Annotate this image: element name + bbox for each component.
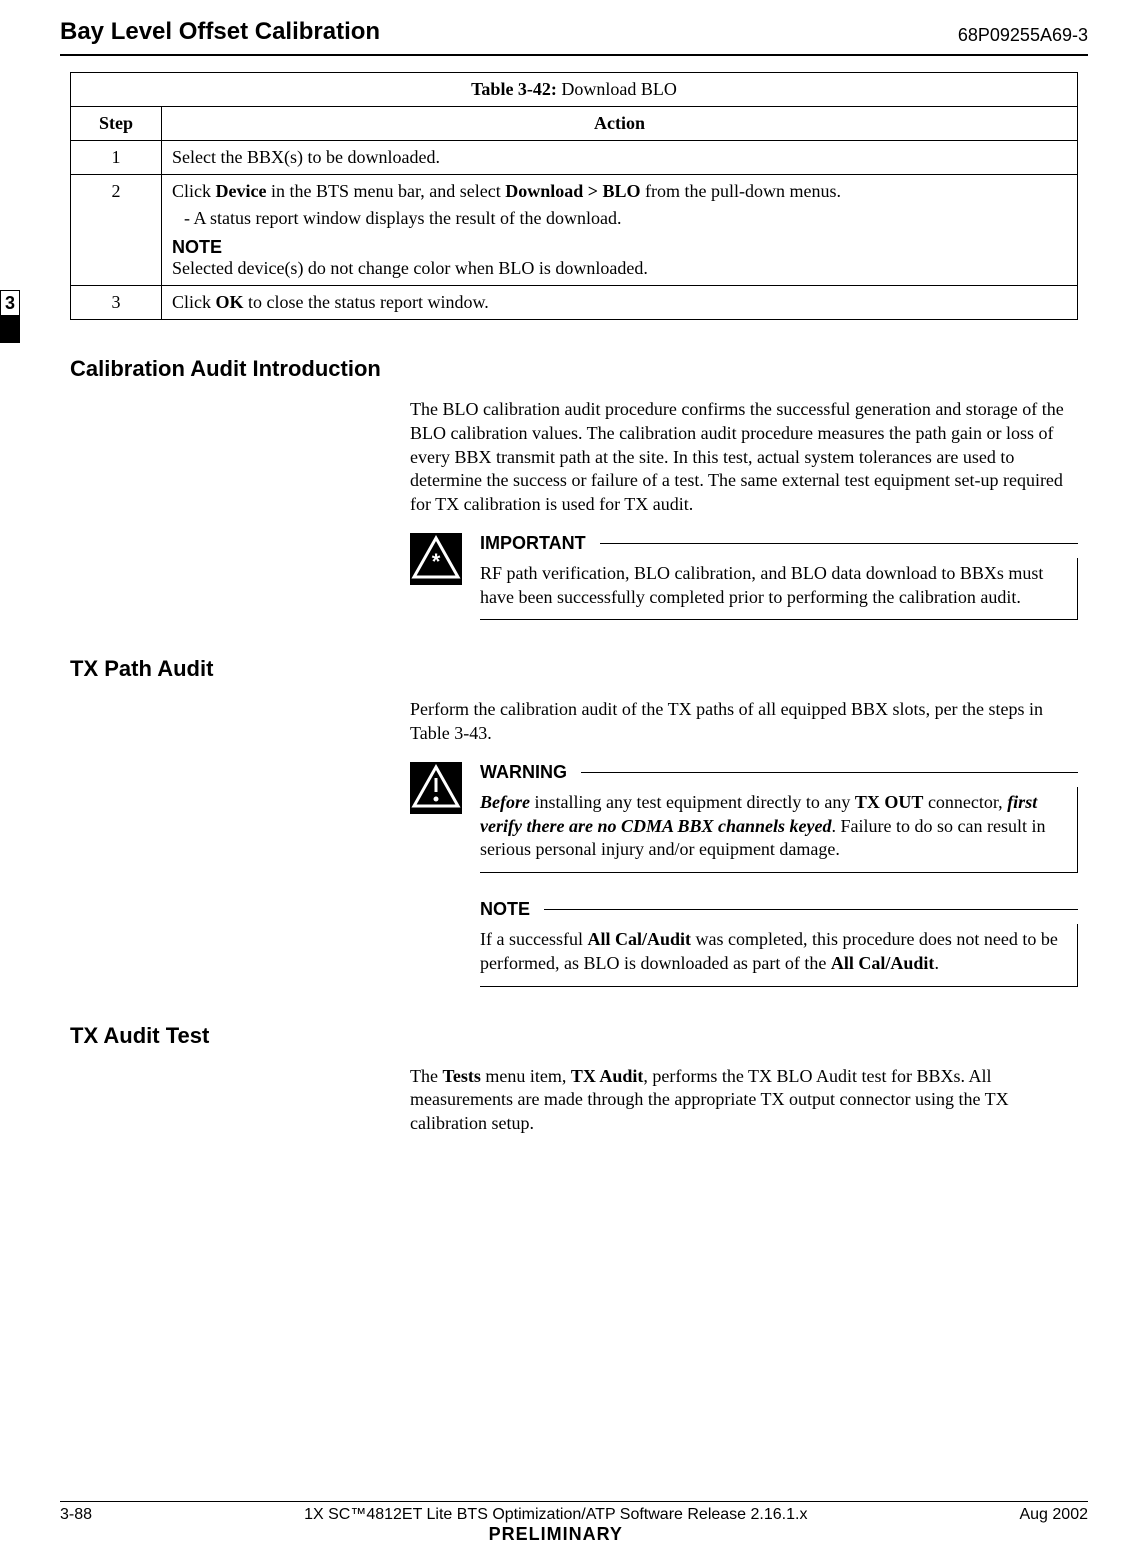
- rule: [600, 543, 1078, 544]
- table-download-blo: Table 3-42: Download BLO Step Action 1 S…: [70, 72, 1078, 320]
- heading-tx-audit-test: TX Audit Test: [70, 1023, 1078, 1049]
- table-sub-dash: - A status report window displays the re…: [184, 208, 1067, 229]
- page: Bay Level Offset Calibration 68P09255A69…: [0, 0, 1148, 1563]
- text-bold: TX Audit: [571, 1066, 644, 1086]
- table-col-step: Step: [71, 107, 162, 141]
- text-bold: All Cal/Audit: [831, 953, 935, 973]
- table-col-action: Action: [162, 107, 1078, 141]
- text-bi: Before: [480, 792, 530, 812]
- svg-text:*: *: [432, 549, 441, 574]
- warning-icon: [410, 762, 462, 814]
- table-step: 3: [71, 286, 162, 320]
- footer-center: 1X SC™4812ET Lite BTS Optimization/ATP S…: [92, 1506, 1019, 1545]
- text: from the pull-down menus.: [641, 181, 841, 201]
- table-row: 1 Select the BBX(s) to be downloaded.: [71, 141, 1078, 175]
- page-header: Bay Level Offset Calibration 68P09255A69…: [60, 18, 1088, 46]
- footer-date: Aug 2002: [1019, 1506, 1088, 1524]
- rule: [544, 909, 1078, 910]
- para: The Tests menu item, TX Audit, performs …: [410, 1065, 1078, 1136]
- table-action: Click OK to close the status report wind…: [162, 286, 1078, 320]
- important-text: RF path verification, BLO calibration, a…: [480, 558, 1078, 621]
- table-header-row: Step Action: [71, 107, 1078, 141]
- note-label-row: NOTE: [480, 899, 1078, 920]
- text: The: [410, 1066, 442, 1086]
- table-note-text: Selected device(s) do not change color w…: [172, 258, 1067, 279]
- important-callout: * IMPORTANT RF path verification, BLO ca…: [410, 533, 1078, 621]
- heading-tx-path-audit: TX Path Audit: [70, 656, 1078, 682]
- heading-calibration-audit-intro: Calibration Audit Introduction: [70, 356, 1078, 382]
- table-caption: Table 3-42: Download BLO: [71, 73, 1078, 107]
- header-title: Bay Level Offset Calibration: [60, 18, 380, 46]
- text-bold: All Cal/Audit: [587, 929, 691, 949]
- warning-text: Before installing any test equipment dir…: [480, 787, 1078, 873]
- text-bold: Tests: [442, 1066, 480, 1086]
- table-step: 2: [71, 175, 162, 286]
- text: connector,: [923, 792, 1007, 812]
- table-step: 1: [71, 141, 162, 175]
- warning-label: WARNING: [480, 762, 567, 783]
- content: Table 3-42: Download BLO Step Action 1 S…: [70, 72, 1078, 1136]
- text-bold: Device: [216, 181, 267, 201]
- text: Click: [172, 181, 216, 201]
- para: Perform the calibration audit of the TX …: [410, 698, 1078, 746]
- header-doc-number: 68P09255A69-3: [958, 25, 1088, 46]
- note-callout: NOTE If a successful All Cal/Audit was c…: [480, 899, 1078, 987]
- text: Click: [172, 292, 216, 312]
- important-body: IMPORTANT RF path verification, BLO cali…: [480, 533, 1078, 621]
- table-caption-text: Download BLO: [557, 79, 677, 99]
- text-bold: Download > BLO: [505, 181, 640, 201]
- table-row: 2 Click Device in the BTS menu bar, and …: [71, 175, 1078, 286]
- important-label-row: IMPORTANT: [480, 533, 1078, 554]
- text-bold: OK: [216, 292, 244, 312]
- text: installing any test equipment directly t…: [530, 792, 855, 812]
- text: menu item,: [481, 1066, 571, 1086]
- text: .: [934, 953, 939, 973]
- table-caption-row: Table 3-42: Download BLO: [71, 73, 1078, 107]
- text-bold: TX OUT: [855, 792, 924, 812]
- table-note-label: NOTE: [172, 237, 1067, 258]
- footer-row: 3-88 1X SC™4812ET Lite BTS Optimization/…: [60, 1506, 1088, 1545]
- section-marker-number: 3: [0, 290, 20, 315]
- rule: [581, 772, 1078, 773]
- note-label: NOTE: [480, 899, 530, 920]
- footer-rule: [60, 1501, 1088, 1502]
- important-icon: *: [410, 533, 462, 585]
- section-marker: 3: [0, 290, 20, 343]
- footer-center-text: 1X SC™4812ET Lite BTS Optimization/ATP S…: [92, 1506, 1019, 1524]
- table-action: Select the BBX(s) to be downloaded.: [162, 141, 1078, 175]
- table-caption-prefix: Table 3-42:: [471, 79, 557, 99]
- header-rule: [60, 54, 1088, 56]
- para: The BLO calibration audit procedure conf…: [410, 398, 1078, 517]
- page-footer: 3-88 1X SC™4812ET Lite BTS Optimization/…: [60, 1501, 1088, 1545]
- note-text: If a successful All Cal/Audit was comple…: [480, 924, 1078, 987]
- table-row: 3 Click OK to close the status report wi…: [71, 286, 1078, 320]
- section-marker-block: [0, 315, 20, 343]
- important-label: IMPORTANT: [480, 533, 586, 554]
- text: in the BTS menu bar, and select: [266, 181, 505, 201]
- table-action: Click Device in the BTS menu bar, and se…: [162, 175, 1078, 286]
- text: to close the status report window.: [244, 292, 489, 312]
- warning-body: WARNING Before installing any test equip…: [480, 762, 1078, 873]
- text: If a successful: [480, 929, 587, 949]
- footer-page-number: 3-88: [60, 1506, 92, 1524]
- warning-label-row: WARNING: [480, 762, 1078, 783]
- warning-callout: WARNING Before installing any test equip…: [410, 762, 1078, 873]
- footer-preliminary: PRELIMINARY: [92, 1524, 1019, 1545]
